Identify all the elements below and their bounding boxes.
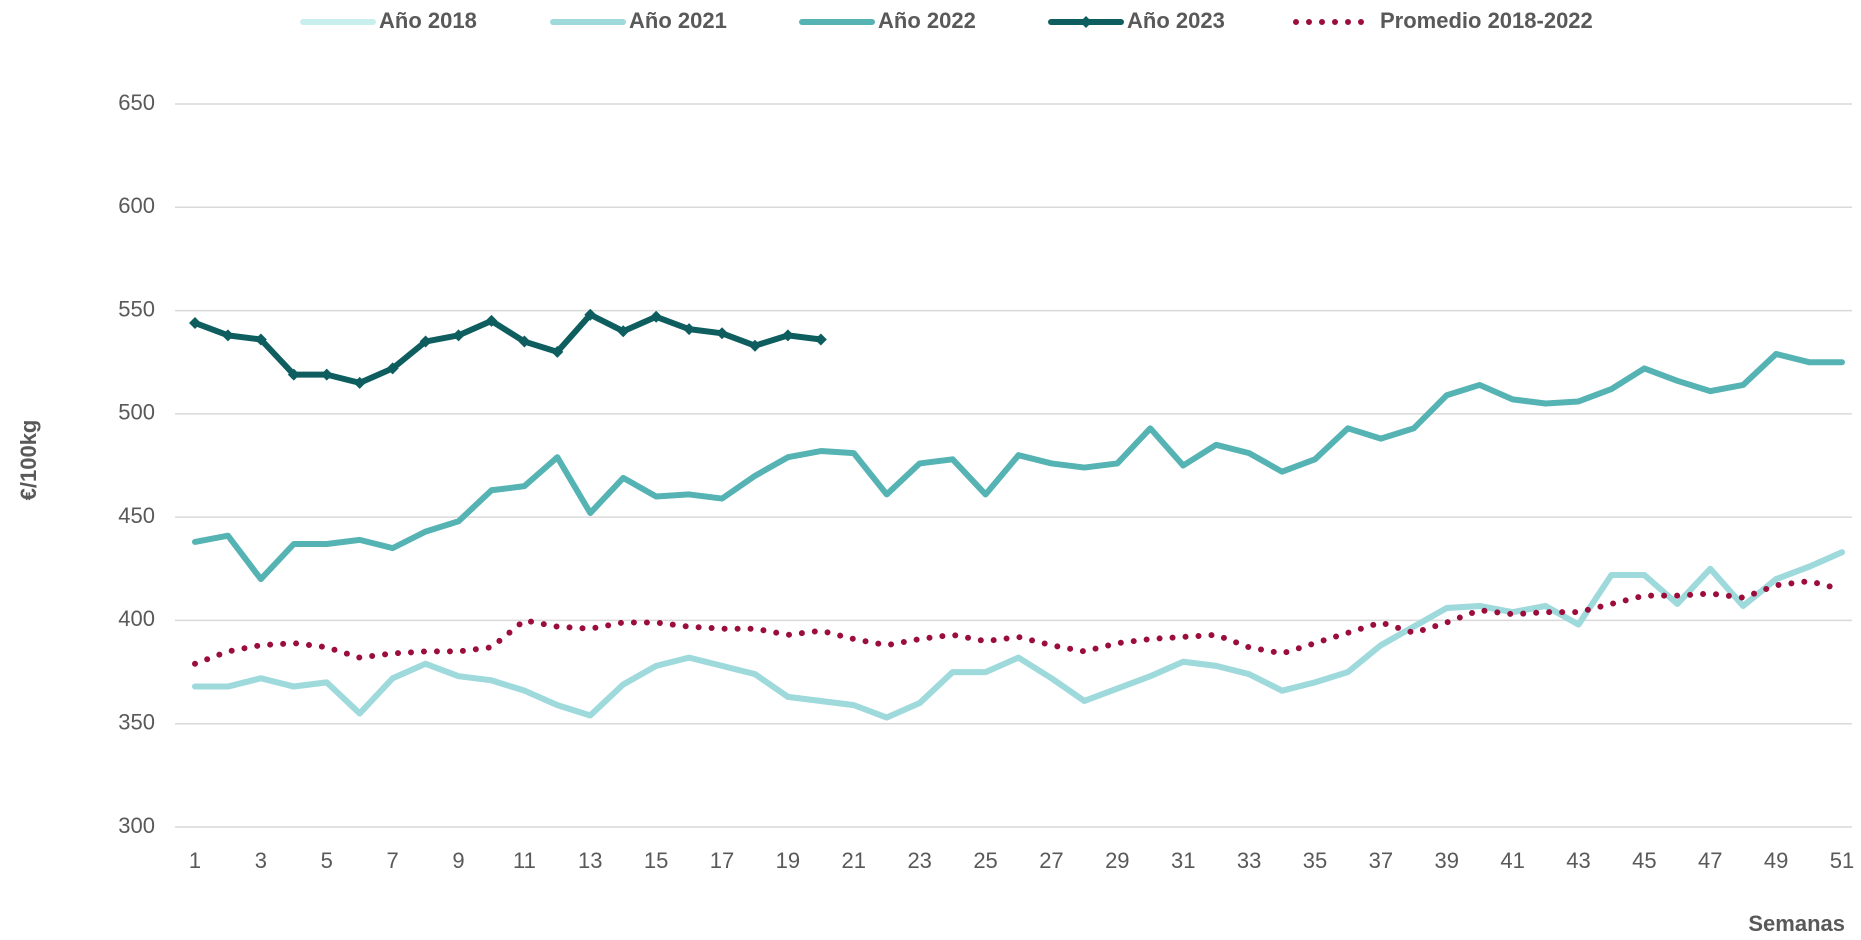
x-tick-label: 9 (452, 848, 464, 873)
y-tick-label: 350 (118, 710, 155, 735)
y-axis-label: €/100kg (16, 420, 41, 501)
point-marker (748, 339, 761, 352)
x-tick-label: 47 (1698, 848, 1722, 873)
x-tick-label: 45 (1632, 848, 1656, 873)
x-tick-label: 51 (1830, 848, 1854, 873)
x-tick-label: 11 (513, 848, 536, 873)
x-tick-label: 17 (710, 848, 734, 873)
x-tick-label: 33 (1237, 848, 1261, 873)
y-tick-label: 550 (118, 296, 155, 321)
point-marker (320, 368, 333, 381)
x-tick-label: 25 (973, 848, 997, 873)
x-tick-label: 3 (255, 848, 267, 873)
legend-marker (1080, 16, 1092, 28)
x-tick-label: 43 (1566, 848, 1590, 873)
point-marker (386, 362, 399, 375)
x-tick-label: 27 (1039, 848, 1063, 873)
point-marker (452, 329, 465, 342)
series-line (192, 578, 1845, 667)
legend-item: Año 2021 (550, 8, 727, 33)
point-marker (683, 323, 696, 336)
legend-label: Año 2022 (878, 8, 976, 33)
x-tick-label: 39 (1434, 848, 1458, 873)
x-tick-label: 29 (1105, 848, 1129, 873)
legend-label: Año 2021 (629, 8, 727, 33)
x-tick-label: 5 (321, 848, 333, 873)
point-marker (781, 329, 794, 342)
point-marker (287, 368, 300, 381)
x-tick-label: 21 (842, 848, 866, 873)
y-tick-label: 600 (118, 193, 155, 218)
y-tick-label: 650 (118, 90, 155, 115)
x-tick-label: 31 (1171, 848, 1195, 873)
x-tick-label: 13 (578, 848, 602, 873)
point-marker (814, 333, 827, 346)
series-line (192, 350, 1845, 583)
legend-item: Año 2018 (300, 8, 477, 33)
point-marker (518, 335, 531, 348)
point-marker (254, 333, 267, 346)
x-tick-label: 23 (907, 848, 931, 873)
y-tick-label: 500 (118, 400, 155, 425)
point-marker (650, 310, 663, 323)
point-marker (353, 376, 366, 389)
series-line (192, 311, 824, 386)
x-tick-label: 37 (1369, 848, 1393, 873)
x-tick-label: 35 (1303, 848, 1327, 873)
point-marker (485, 314, 498, 327)
legend-item: Año 2023 (1048, 8, 1225, 33)
x-tick-label: 41 (1500, 848, 1524, 873)
point-marker (419, 335, 432, 348)
y-tick-label: 450 (118, 503, 155, 528)
legend-label: Año 2018 (379, 8, 477, 33)
legend-label: Promedio 2018-2022 (1380, 8, 1593, 33)
legend-item: Promedio 2018-2022 (1293, 8, 1593, 33)
series-line (192, 549, 1845, 721)
x-tick-label: 7 (387, 848, 399, 873)
y-tick-label: 400 (118, 606, 155, 631)
x-tick-label: 15 (644, 848, 668, 873)
x-axis-label: Semanas (1748, 911, 1845, 936)
x-tick-label: 1 (189, 848, 201, 873)
x-tick-label: 19 (776, 848, 800, 873)
y-tick-label: 300 (118, 813, 155, 838)
point-marker (221, 329, 234, 342)
point-marker (716, 327, 729, 340)
legend-label: Año 2023 (1127, 8, 1225, 33)
point-marker (551, 345, 564, 358)
point-marker (617, 325, 630, 338)
legend-item: Año 2022 (799, 8, 976, 33)
point-marker (189, 316, 201, 329)
x-tick-label: 49 (1764, 848, 1788, 873)
point-marker (584, 308, 597, 321)
